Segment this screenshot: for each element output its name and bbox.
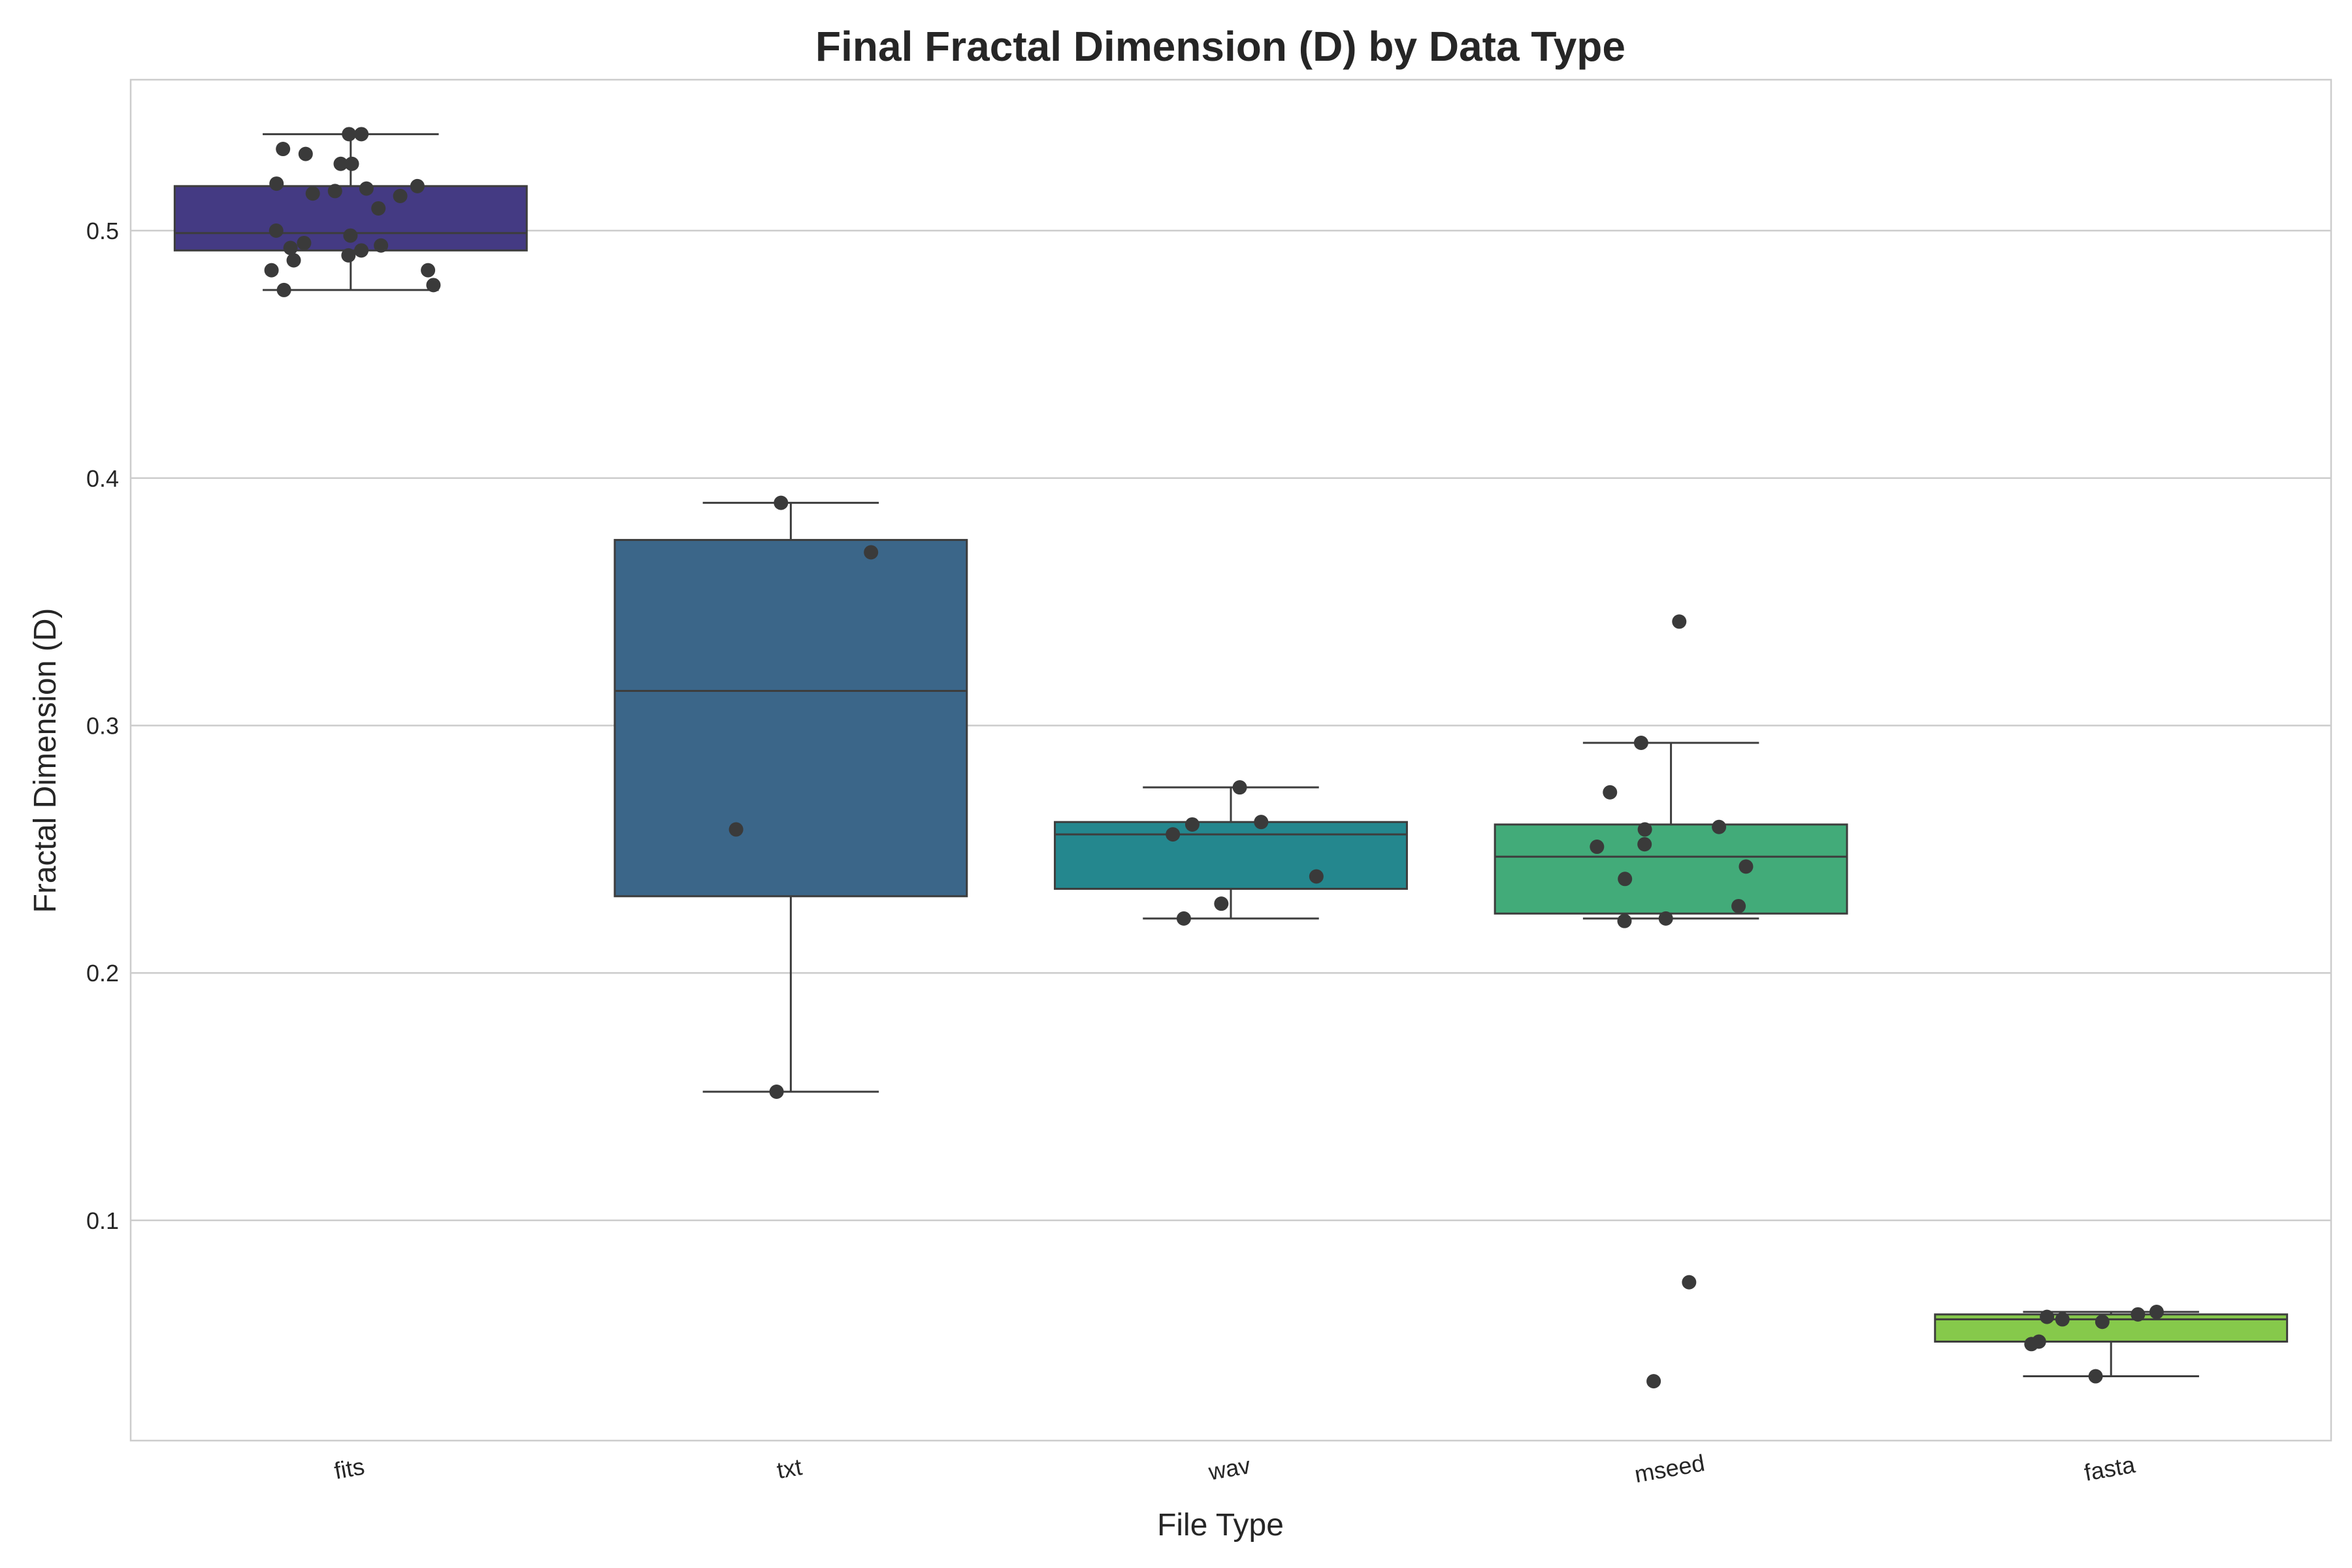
data-point-mseed — [1590, 840, 1605, 855]
data-point-fits — [276, 282, 291, 297]
data-point-fits — [343, 228, 358, 243]
data-point-txt — [769, 1084, 784, 1099]
data-point-wav — [1166, 827, 1181, 842]
data-points — [264, 127, 2164, 1389]
data-point-mseed — [1658, 911, 1673, 926]
data-point-mseed — [1637, 837, 1652, 852]
data-point-fits — [410, 178, 425, 193]
data-point-fasta — [2131, 1307, 2146, 1322]
y-tick-labels: 0.1 0.2 0.3 0.4 0.5 — [86, 218, 119, 1234]
y-tick-label: 0.1 — [86, 1207, 119, 1234]
data-point-mseed — [1633, 735, 1648, 750]
data-point-fits — [269, 223, 284, 238]
x-tick-label-wav: wav — [1206, 1452, 1252, 1486]
data-point-fits — [426, 278, 441, 293]
x-tick-labels: fits txt wav mseed fasta — [332, 1449, 2138, 1488]
data-point-fasta — [2040, 1309, 2055, 1324]
data-point-mseed — [1672, 614, 1687, 629]
iqr-box — [1054, 821, 1408, 890]
x-tick-label-txt: txt — [775, 1453, 804, 1484]
data-point-fits — [333, 156, 348, 171]
data-point-wav — [1214, 896, 1229, 911]
y-tick-label: 0.2 — [86, 960, 119, 987]
data-point-fasta — [2095, 1315, 2110, 1330]
data-point-fits — [286, 253, 301, 268]
data-point-wav — [1232, 780, 1247, 795]
data-point-mseed — [1617, 913, 1632, 928]
data-point-mseed — [1618, 872, 1633, 887]
data-point-txt — [728, 822, 743, 837]
data-point-mseed — [1739, 859, 1754, 874]
data-point-fits — [374, 238, 389, 253]
data-point-txt — [864, 545, 879, 560]
data-point-fits — [421, 263, 436, 278]
data-point-wav — [1176, 911, 1191, 926]
data-point-fits — [393, 189, 408, 204]
y-tick-label: 0.5 — [86, 218, 119, 244]
x-axis-title: File Type — [1157, 1508, 1284, 1543]
y-tick-label: 0.3 — [86, 712, 119, 739]
data-point-mseed — [1731, 898, 1746, 913]
data-point-fits — [371, 201, 386, 216]
data-point-fits — [305, 186, 320, 201]
data-point-mseed — [1712, 819, 1727, 834]
iqr-box — [1494, 823, 1848, 915]
data-point-fits — [354, 127, 369, 142]
data-point-fits — [276, 142, 291, 157]
data-point-fits — [264, 263, 279, 278]
data-point-txt — [774, 495, 789, 510]
x-tick-label-fasta: fasta — [2082, 1451, 2138, 1486]
x-tick-label-fits: fits — [332, 1453, 366, 1484]
data-point-mseed — [1682, 1275, 1697, 1290]
iqr-box — [613, 538, 968, 898]
data-point-wav — [1254, 815, 1269, 830]
boxes — [173, 133, 2289, 1378]
y-tick-label: 0.4 — [86, 465, 119, 492]
data-point-mseed — [1603, 785, 1618, 800]
data-point-fits — [344, 156, 359, 171]
data-point-wav — [1309, 869, 1324, 884]
box-fasta — [1934, 1311, 2289, 1378]
data-point-mseed — [1646, 1374, 1661, 1389]
box-wav — [1054, 786, 1408, 920]
box-txt — [613, 502, 968, 1093]
data-point-wav — [1184, 817, 1200, 832]
data-point-fasta — [2149, 1305, 2164, 1320]
data-point-fits — [269, 176, 284, 191]
box-mseed — [1494, 742, 1848, 920]
data-point-fits — [327, 184, 342, 199]
y-axis-title: Fractal Dimension (D) — [28, 608, 63, 913]
data-point-fasta — [2055, 1312, 2070, 1327]
data-point-mseed — [1637, 822, 1652, 837]
data-point-fits — [283, 240, 298, 255]
data-point-fits — [298, 146, 313, 161]
data-point-fasta — [2024, 1337, 2039, 1352]
data-point-fits — [297, 235, 312, 250]
data-point-fits — [341, 248, 356, 263]
data-point-fasta — [2088, 1369, 2103, 1384]
data-point-fits — [359, 181, 374, 196]
chart-title: Final Fractal Dimension (D) by Data Type — [815, 23, 1625, 70]
data-point-fits — [342, 127, 357, 142]
x-tick-label-mseed: mseed — [1633, 1449, 1707, 1488]
data-point-fits — [354, 243, 369, 258]
plot-frame — [129, 78, 2332, 1442]
gridlines — [131, 229, 2331, 1222]
